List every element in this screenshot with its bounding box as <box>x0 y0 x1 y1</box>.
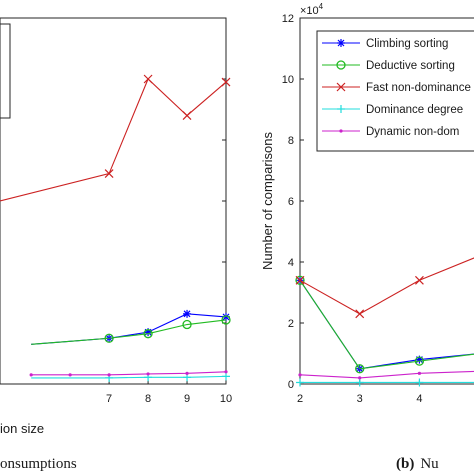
right-series-line-dynamic <box>299 370 474 379</box>
right-series-group <box>295 257 474 387</box>
right-y-tick-label: 12 <box>282 13 294 25</box>
left-point-dynamic <box>185 371 189 375</box>
left-point-deductive <box>221 315 231 325</box>
right-point-fast <box>355 309 365 319</box>
legend-label: Dominance degree <box>366 104 463 116</box>
left-point-deductive <box>182 319 192 330</box>
legend-entry-dominance: Dominance degree <box>322 104 463 116</box>
left-point-fast <box>221 77 231 87</box>
left-x-tick-labels: 7 8 9 10 <box>106 393 232 405</box>
left-plot-frame <box>0 17 227 385</box>
right-series-line-climbing <box>299 279 474 370</box>
right-point-dominance <box>355 378 364 387</box>
left-point-dynamic <box>29 373 33 377</box>
legend-entry-deductive: Deductive sorting <box>322 60 455 72</box>
legend-marker-dynamic <box>339 129 343 133</box>
left-x-tick-label: 9 <box>184 393 190 405</box>
left-point-dynamic <box>107 373 111 377</box>
left-axis-ticks <box>108 78 227 384</box>
left-point-climbing <box>144 328 153 337</box>
legend-label: Dynamic non-dom <box>366 126 459 138</box>
right-point-dominance <box>296 378 304 387</box>
left-point-fast <box>182 111 192 121</box>
legend-entry-dynamic: Dynamic non-dom <box>322 126 459 138</box>
right-y-tick-label: 6 <box>288 196 294 208</box>
right-point-deductive <box>414 356 425 366</box>
left-point-dynamic <box>146 372 150 376</box>
left-series-line-fast <box>0 78 227 202</box>
left-point-climbing <box>183 309 192 318</box>
right-x-tick-labels: 2 3 4 <box>297 393 423 405</box>
right-point-dynamic <box>358 376 362 380</box>
right-x-tick-label: 4 <box>416 393 422 405</box>
legend-label: Deductive sorting <box>366 60 455 72</box>
left-point-dynamic <box>68 373 72 377</box>
right-point-dominance <box>415 378 424 387</box>
legend-entry-climbing: Climbing sorting <box>322 38 448 50</box>
right-y-tick-label: 2 <box>288 318 294 330</box>
left-series-line-dominance <box>31 375 227 379</box>
y-exponent-label: ×104 <box>300 2 324 17</box>
left-point-deductive <box>104 333 114 343</box>
right-series-line-fast <box>299 257 474 315</box>
left-chart-panel: 7 8 9 10 ion size onsumptions <box>0 17 232 472</box>
right-point-climbing <box>415 355 424 364</box>
legend-label: Climbing sorting <box>366 38 448 50</box>
right-x-tick-label: 3 <box>357 393 363 405</box>
left-legend-box <box>0 23 11 119</box>
left-point-deductive <box>143 329 153 339</box>
right-series-line-deductive <box>299 279 474 370</box>
left-point-fast <box>104 169 114 178</box>
left-x-tick-label: 7 <box>106 393 112 405</box>
left-point-fast <box>143 74 153 84</box>
left-x-tick-label: 10 <box>220 393 232 405</box>
legend-entry-fast: Fast non-dominance <box>322 82 471 94</box>
right-y-tick-label: 10 <box>282 74 294 86</box>
right-point-deductive <box>355 364 365 374</box>
left-series-line-climbing <box>31 313 227 345</box>
right-point-fast <box>415 275 424 285</box>
legend-marker-climbing <box>337 39 345 47</box>
legend-marker-dominance <box>337 105 345 113</box>
left-series-group <box>0 74 231 382</box>
right-y-tick-label: 0 <box>288 379 294 391</box>
left-series-line-dynamic <box>31 371 227 376</box>
right-x-tick-label: 2 <box>297 393 303 405</box>
left-series-line-deductive <box>31 319 227 345</box>
left-point-dynamic <box>224 370 228 374</box>
right-caption: (b) Nu <box>396 456 439 472</box>
left-x-axis-label: ion size <box>0 421 44 436</box>
legend-marker-deductive <box>336 60 346 70</box>
left-caption: onsumptions <box>0 456 77 472</box>
legend-marker-fast <box>336 82 346 92</box>
legend-label: Fast non-dominance <box>366 82 471 94</box>
right-point-deductive <box>295 275 305 285</box>
left-x-tick-label: 8 <box>145 393 151 405</box>
right-y-axis-label: Number of comparisons <box>260 132 275 270</box>
right-y-tick-label: 8 <box>288 135 294 147</box>
right-point-dynamic <box>298 373 302 377</box>
right-point-fast <box>295 275 305 285</box>
right-y-tick-label: 4 <box>288 257 294 269</box>
left-point-climbing <box>222 312 230 321</box>
right-legend: Climbing sorting Deductive sorting Fast no… <box>316 30 474 152</box>
right-point-dynamic <box>417 371 422 375</box>
left-point-dominance <box>222 372 230 381</box>
right-y-tick-labels: 0 2 4 6 8 10 12 <box>282 13 294 391</box>
